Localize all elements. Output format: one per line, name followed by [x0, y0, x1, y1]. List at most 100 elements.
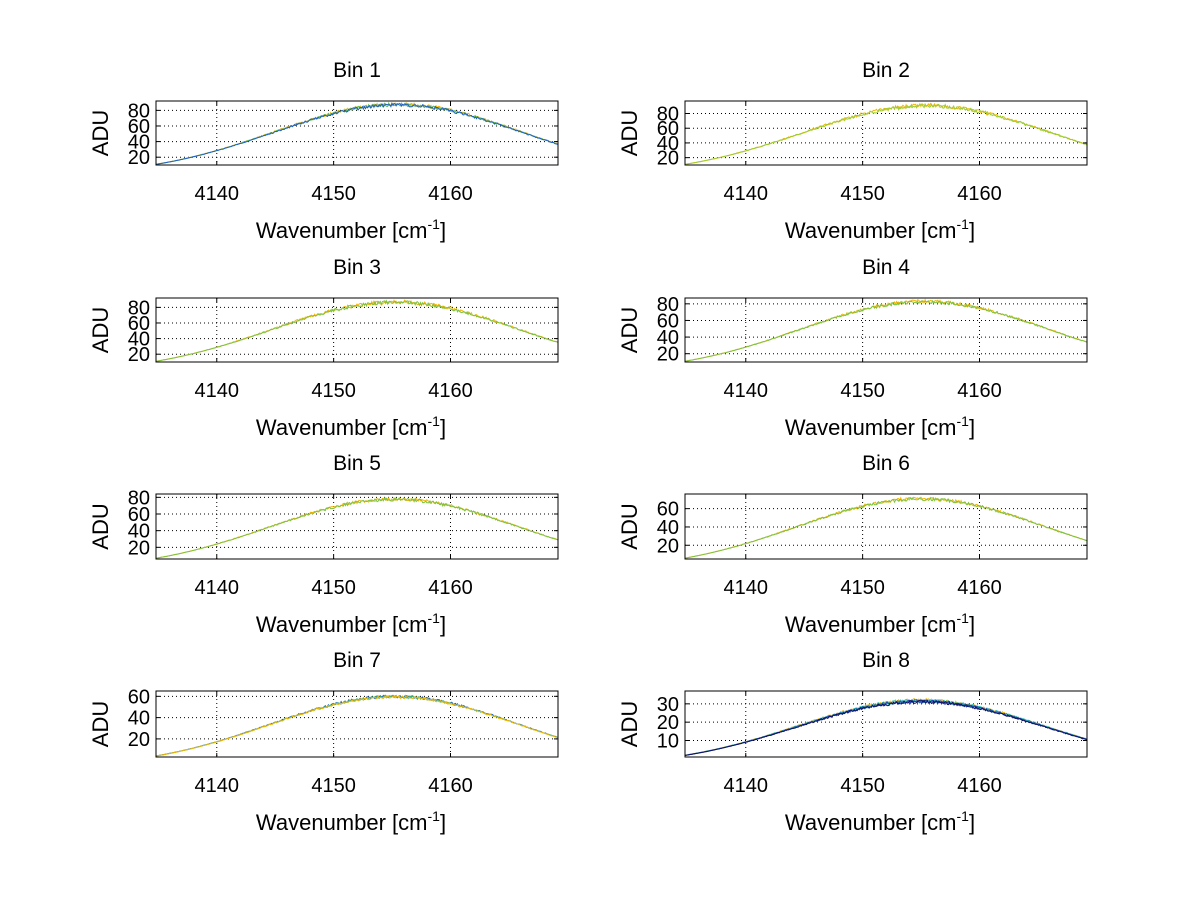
y-axis-label: ADU: [617, 503, 642, 549]
x-axis-label-exponent: -1: [957, 216, 970, 232]
y-tick-label: 30: [657, 694, 679, 716]
x-tick-label: 4140: [195, 380, 240, 402]
x-tick-label: 4150: [311, 380, 356, 402]
x-axis-label-main: Wavenumber [cm: [785, 612, 957, 637]
axes-frame: [684, 297, 1088, 363]
y-tick-label: 40: [128, 521, 150, 543]
y-tick-label: 60: [128, 116, 150, 138]
y-tick-label: 60: [657, 499, 679, 521]
plot-area: [156, 298, 558, 362]
x-axis-label-exponent: -1: [428, 413, 441, 429]
x-axis-label-close: ]: [969, 612, 975, 637]
x-tick-label: 4150: [311, 577, 356, 599]
subplot-title: Bin 8: [862, 649, 910, 672]
x-axis-label-main: Wavenumber [cm: [256, 218, 428, 243]
y-tick-label: 40: [128, 329, 150, 351]
x-axis-label: Wavenumber [cm-1]: [785, 808, 975, 835]
x-tick-label: 4150: [840, 577, 885, 599]
x-axis-label-close: ]: [440, 415, 446, 440]
subplot-title: Bin 1: [333, 59, 381, 82]
x-axis-label-close: ]: [440, 612, 446, 637]
y-tick-label: 40: [657, 517, 679, 539]
x-axis-label: Wavenumber [cm-1]: [256, 610, 446, 637]
plot-area: [156, 691, 558, 757]
axes-frame: [684, 100, 1088, 166]
subplot-title: Bin 6: [862, 452, 910, 475]
y-tick-label: 80: [128, 487, 150, 509]
y-axis-label: ADU: [88, 503, 113, 549]
y-tick-label: 80: [657, 294, 679, 316]
x-axis-label: Wavenumber [cm-1]: [256, 216, 446, 243]
x-axis-label-main: Wavenumber [cm: [256, 415, 428, 440]
subplot-title: Bin 3: [333, 256, 381, 279]
subplot-title: Bin 5: [333, 452, 381, 475]
x-axis-label-exponent: -1: [957, 413, 970, 429]
y-tick-label: 60: [128, 504, 150, 526]
y-tick-label: 20: [128, 344, 150, 366]
y-tick-label: 10: [657, 731, 679, 753]
y-tick-label: 40: [128, 708, 150, 730]
x-axis-label-main: Wavenumber [cm: [785, 810, 957, 835]
y-tick-label: 80: [657, 104, 679, 126]
x-axis-label: Wavenumber [cm-1]: [785, 216, 975, 243]
axes-frame: [684, 690, 1088, 758]
x-axis-label-close: ]: [969, 810, 975, 835]
x-axis-label-main: Wavenumber [cm: [785, 415, 957, 440]
x-axis-label-exponent: -1: [428, 216, 441, 232]
axes-frame: [155, 690, 559, 758]
x-tick-label: 4140: [195, 775, 240, 797]
x-tick-label: 4160: [957, 577, 1002, 599]
plot-area: [156, 101, 558, 165]
subplot-title: Bin 7: [333, 649, 381, 672]
x-tick-label: 4150: [311, 775, 356, 797]
x-axis-label-close: ]: [440, 218, 446, 243]
y-tick-label: 60: [128, 686, 150, 708]
x-tick-label: 4140: [724, 183, 769, 205]
axes-frame: [155, 100, 559, 166]
x-axis-label: Wavenumber [cm-1]: [256, 808, 446, 835]
y-tick-label: 20: [657, 712, 679, 734]
x-axis-label-exponent: -1: [957, 610, 970, 626]
y-tick-label: 60: [657, 118, 679, 140]
x-axis-label: Wavenumber [cm-1]: [256, 413, 446, 440]
x-axis-label-main: Wavenumber [cm: [256, 810, 428, 835]
x-tick-label: 4150: [840, 775, 885, 797]
x-axis-label-exponent: -1: [428, 808, 441, 824]
y-axis-label: ADU: [88, 110, 113, 156]
x-tick-label: 4140: [724, 775, 769, 797]
subplot-title: Bin 4: [862, 256, 910, 279]
x-axis-label-close: ]: [969, 415, 975, 440]
x-axis-label: Wavenumber [cm-1]: [785, 413, 975, 440]
y-axis-label: ADU: [88, 307, 113, 353]
x-tick-label: 4150: [840, 380, 885, 402]
y-tick-label: 20: [128, 537, 150, 559]
y-axis-label: ADU: [617, 701, 642, 747]
plot-area: [685, 101, 1087, 165]
series-line-navy: [684, 699, 1088, 756]
x-axis-label-main: Wavenumber [cm: [785, 218, 957, 243]
x-axis-label-main: Wavenumber [cm: [256, 612, 428, 637]
series-line-green: [155, 299, 559, 362]
x-axis-label-exponent: -1: [957, 808, 970, 824]
series-line-orange: [155, 695, 559, 757]
x-tick-label: 4140: [724, 380, 769, 402]
y-tick-label: 20: [128, 147, 150, 169]
y-axis-label: ADU: [617, 110, 642, 156]
x-tick-label: 4140: [195, 577, 240, 599]
x-tick-label: 4150: [311, 183, 356, 205]
series-line-blue: [155, 102, 559, 165]
x-tick-label: 4140: [724, 577, 769, 599]
subplot-title: Bin 2: [862, 59, 910, 82]
y-tick-label: 40: [657, 327, 679, 349]
x-axis-label: Wavenumber [cm-1]: [785, 610, 975, 637]
x-tick-label: 4160: [428, 183, 473, 205]
y-tick-label: 20: [657, 344, 679, 366]
x-tick-label: 4150: [840, 183, 885, 205]
